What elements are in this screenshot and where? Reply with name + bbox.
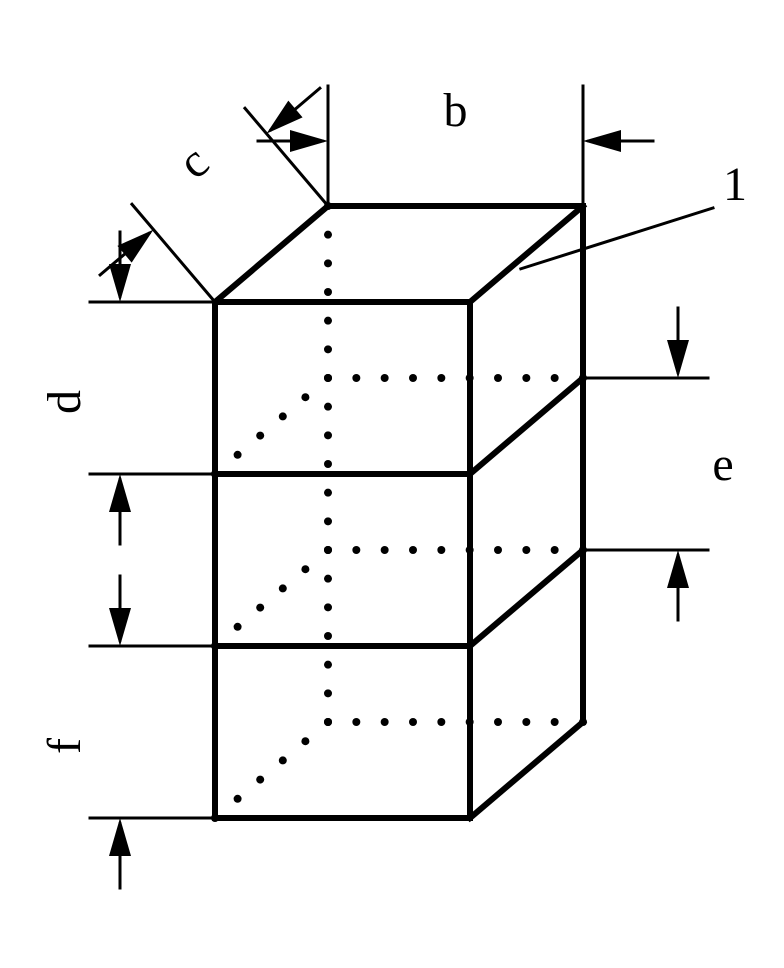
dimensioned-prism-diagram: b c d f e 1 xyxy=(0,0,784,968)
dim-label-b: b xyxy=(444,84,468,137)
dim-label-e: e xyxy=(712,438,733,491)
dim-label-d: d xyxy=(38,390,91,414)
dim-label-c: c xyxy=(168,135,219,189)
dim-label-f: f xyxy=(38,738,91,754)
callout-1: 1 xyxy=(723,158,747,211)
